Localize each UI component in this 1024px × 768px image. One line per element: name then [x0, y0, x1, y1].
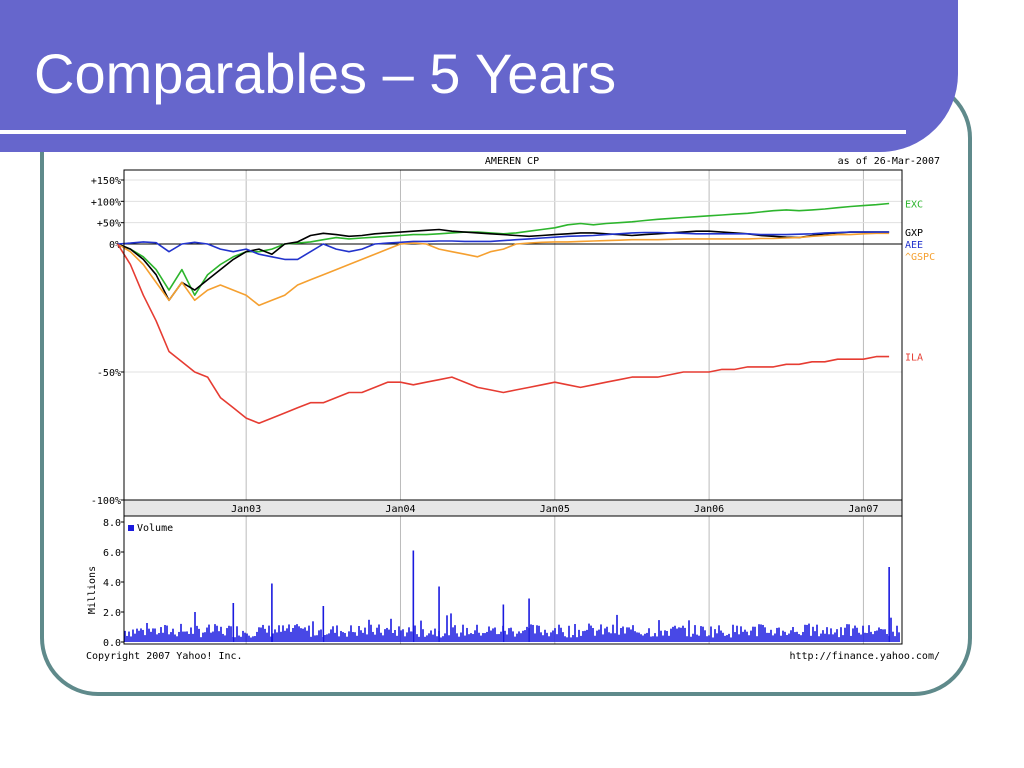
date-tick-label: Jan07	[848, 504, 878, 515]
volume-tick-label: 2.0	[103, 608, 121, 619]
volume-bars	[124, 550, 900, 642]
slide-title: Comparables – 5 Years	[34, 42, 617, 105]
price-tick-label: +150%	[91, 176, 121, 187]
price-tick-label: 0%	[109, 240, 121, 251]
chart-title: AMEREN CP	[485, 156, 539, 167]
legend-label-exc: EXC	[905, 199, 923, 210]
legend-label-gspc: ^GSPC	[905, 252, 935, 263]
date-tick-label: Jan05	[540, 504, 570, 515]
volume-legend-swatch	[128, 525, 134, 531]
series-line-aee	[117, 231, 890, 261]
as-of-date: as of 26-Mar-2007	[838, 156, 940, 167]
volume-axis-label: Millions	[87, 566, 98, 614]
price-tick-label: +50%	[97, 219, 121, 230]
volume-tick-label: 8.0	[103, 518, 121, 529]
series-line-gxp	[117, 228, 890, 302]
price-tick-label: -50%	[97, 368, 121, 379]
date-tick-label: Jan04	[385, 504, 415, 515]
price-tick-label: -100%	[91, 496, 121, 507]
source-url: http://finance.yahoo.com/	[789, 651, 940, 662]
banner-rule	[0, 130, 906, 134]
price-tick-label: +100%	[91, 197, 121, 208]
series-line-gspc	[117, 232, 890, 307]
date-tick-label: Jan06	[694, 504, 724, 515]
chart-background	[83, 156, 943, 666]
legend-label-gxp: GXP	[905, 228, 923, 239]
volume-plot-border	[123, 515, 903, 645]
volume-axis: 0.0 2.0 4.0 6.0 8.0	[103, 518, 124, 649]
legend-label-ila: ILA	[905, 353, 923, 364]
volume-tick-label: 0.0	[103, 638, 121, 649]
date-tick-label: Jan03	[231, 504, 261, 515]
copyright-text: Copyright 2007 Yahoo! Inc.	[86, 651, 243, 662]
price-series	[116, 202, 890, 425]
volume-tick-label: 4.0	[103, 578, 121, 589]
legend-label-aee: AEE	[905, 240, 923, 251]
series-line-ila	[116, 243, 890, 425]
date-axis: Jan03 Jan04 Jan05 Jan06 Jan07	[231, 504, 878, 515]
volume-legend-label: Volume	[137, 523, 173, 534]
volume-grid	[245, 516, 864, 644]
volume-tick-label: 6.0	[103, 548, 121, 559]
title-banner: Comparables – 5 Years	[0, 0, 958, 152]
